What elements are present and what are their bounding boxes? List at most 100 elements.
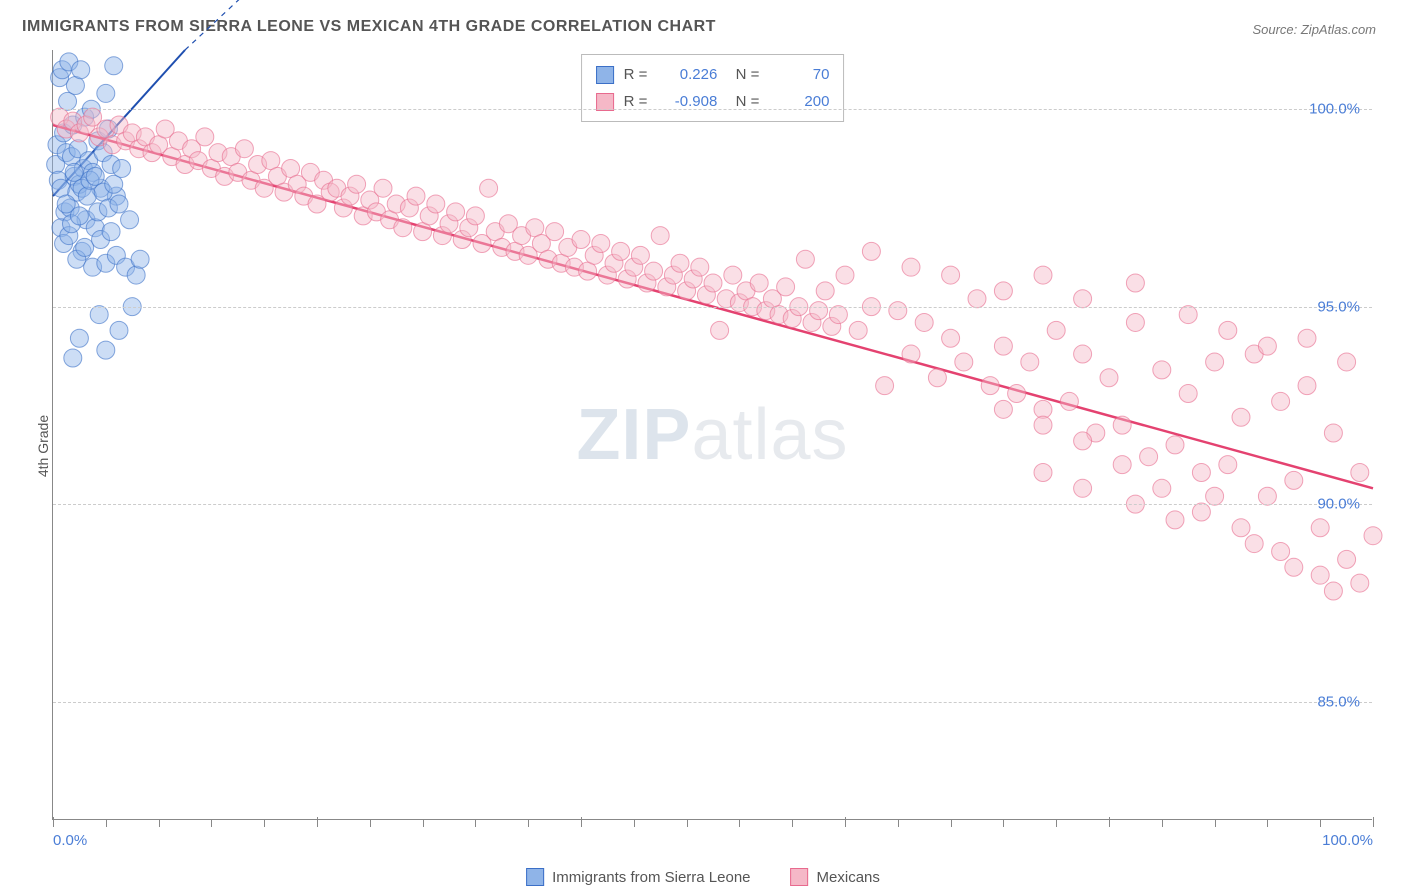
y-tick-label: 95.0% xyxy=(1317,298,1360,315)
legend-r-value: 0.226 xyxy=(657,61,717,88)
point-mexicans xyxy=(1126,313,1144,331)
point-mexicans xyxy=(651,227,669,245)
point-mexicans xyxy=(849,321,867,339)
chart-title: IMMIGRANTS FROM SIERRA LEONE VS MEXICAN … xyxy=(22,18,716,36)
point-mexicans xyxy=(1113,456,1131,474)
point-mexicans xyxy=(1206,353,1224,371)
point-mexicans xyxy=(1074,345,1092,363)
y-tick-label: 100.0% xyxy=(1309,101,1360,118)
gridline xyxy=(53,504,1372,505)
point-mexicans xyxy=(1192,503,1210,521)
point-mexicans xyxy=(1245,535,1263,553)
point-mexicans xyxy=(1153,361,1171,379)
point-mexicans xyxy=(1285,558,1303,576)
point-mexicans xyxy=(612,242,630,260)
series-legend: Immigrants from Sierra LeoneMexicans xyxy=(526,868,880,886)
point-sierra_leone xyxy=(64,349,82,367)
legend-n-label: N = xyxy=(727,88,759,115)
gridline xyxy=(53,307,1372,308)
x-tick xyxy=(1056,819,1057,827)
point-mexicans xyxy=(1113,416,1131,434)
x-tick-label: 100.0% xyxy=(1322,832,1373,849)
point-mexicans xyxy=(1179,306,1197,324)
point-mexicans xyxy=(876,377,894,395)
point-mexicans xyxy=(994,400,1012,418)
point-sierra_leone xyxy=(70,329,88,347)
point-mexicans xyxy=(928,369,946,387)
point-mexicans xyxy=(572,231,590,249)
x-tick xyxy=(264,819,265,827)
point-mexicans xyxy=(447,203,465,221)
point-sierra_leone xyxy=(97,84,115,102)
point-mexicans xyxy=(1206,487,1224,505)
point-mexicans xyxy=(796,250,814,268)
legend-swatch xyxy=(526,868,544,886)
plot-area: ZIPatlas R =0.226 N =70R =-0.908 N =200 … xyxy=(52,50,1372,820)
legend-r-label: R = xyxy=(624,61,648,88)
legend-row-mexicans: R =-0.908 N =200 xyxy=(596,88,830,115)
point-mexicans xyxy=(196,128,214,146)
x-tick xyxy=(898,819,899,827)
point-mexicans xyxy=(348,175,366,193)
point-mexicans xyxy=(1153,479,1171,497)
x-tick xyxy=(1109,817,1110,827)
correlation-legend: R = 0.226 N = 70R =-0.908 N =200 xyxy=(581,54,845,122)
gridline xyxy=(53,109,1372,110)
legend-swatch xyxy=(791,868,809,886)
point-mexicans xyxy=(1311,566,1329,584)
y-axis-label: 4th Grade xyxy=(35,415,51,477)
point-mexicans xyxy=(1100,369,1118,387)
point-mexicans xyxy=(407,187,425,205)
x-tick xyxy=(845,817,846,827)
point-mexicans xyxy=(915,313,933,331)
point-mexicans xyxy=(1351,464,1369,482)
point-mexicans xyxy=(1364,527,1382,545)
point-mexicans xyxy=(816,282,834,300)
point-sierra_leone xyxy=(76,238,94,256)
point-sierra_leone xyxy=(65,163,83,181)
x-tick xyxy=(370,819,371,827)
point-mexicans xyxy=(1166,436,1184,454)
x-tick xyxy=(1320,819,1321,827)
point-mexicans xyxy=(691,258,709,276)
point-mexicans xyxy=(1338,550,1356,568)
point-mexicans xyxy=(836,266,854,284)
point-mexicans xyxy=(645,262,663,280)
point-sierra_leone xyxy=(59,92,77,110)
x-tick xyxy=(1267,819,1268,827)
point-mexicans xyxy=(1074,432,1092,450)
point-sierra_leone xyxy=(113,159,131,177)
y-tick-label: 85.0% xyxy=(1317,693,1360,710)
point-mexicans xyxy=(1219,321,1237,339)
point-sierra_leone xyxy=(131,250,149,268)
point-mexicans xyxy=(1074,479,1092,497)
x-tick xyxy=(53,817,54,827)
point-mexicans xyxy=(1298,377,1316,395)
point-mexicans xyxy=(1219,456,1237,474)
x-tick xyxy=(1373,817,1374,827)
point-mexicans xyxy=(994,337,1012,355)
legend-n-label: N = xyxy=(727,61,759,88)
gridline xyxy=(53,702,1372,703)
point-mexicans xyxy=(862,242,880,260)
point-mexicans xyxy=(1324,582,1342,600)
point-mexicans xyxy=(1272,542,1290,560)
point-mexicans xyxy=(1232,519,1250,537)
point-mexicans xyxy=(1034,266,1052,284)
point-mexicans xyxy=(1324,424,1342,442)
point-mexicans xyxy=(1311,519,1329,537)
point-mexicans xyxy=(711,321,729,339)
point-mexicans xyxy=(480,179,498,197)
point-mexicans xyxy=(968,290,986,308)
point-mexicans xyxy=(829,306,847,324)
point-mexicans xyxy=(1298,329,1316,347)
point-mexicans xyxy=(1008,385,1026,403)
legend-n-value: 70 xyxy=(769,61,829,88)
point-mexicans xyxy=(750,274,768,292)
point-mexicans xyxy=(1285,471,1303,489)
source-attribution: Source: ZipAtlas.com xyxy=(1252,22,1376,37)
point-sierra_leone xyxy=(105,175,123,193)
point-mexicans xyxy=(1021,353,1039,371)
point-mexicans xyxy=(1272,392,1290,410)
point-mexicans xyxy=(374,179,392,197)
